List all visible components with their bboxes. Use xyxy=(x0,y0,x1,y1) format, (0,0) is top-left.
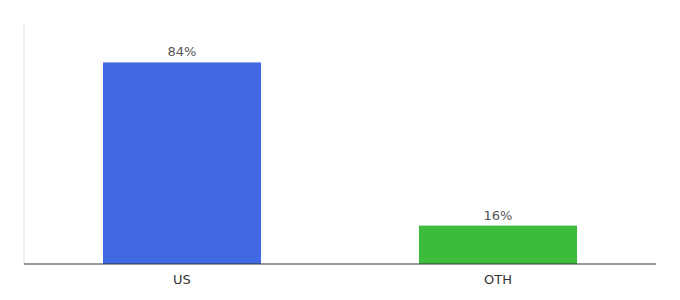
y-range-line xyxy=(24,24,25,264)
bar xyxy=(103,62,261,264)
chart-container: 84% 16% US OTH xyxy=(0,0,680,300)
x-axis-line xyxy=(24,264,656,265)
data-label: 84% xyxy=(168,44,197,59)
bar xyxy=(419,226,577,264)
chart-svg: 84% 16% US OTH xyxy=(0,0,680,300)
data-label: 16% xyxy=(484,208,513,223)
plot-area: 84% 16% US OTH xyxy=(24,24,656,287)
x-tick-label: OTH xyxy=(484,272,512,287)
bars xyxy=(103,62,577,264)
x-tick-label: US xyxy=(173,272,191,287)
